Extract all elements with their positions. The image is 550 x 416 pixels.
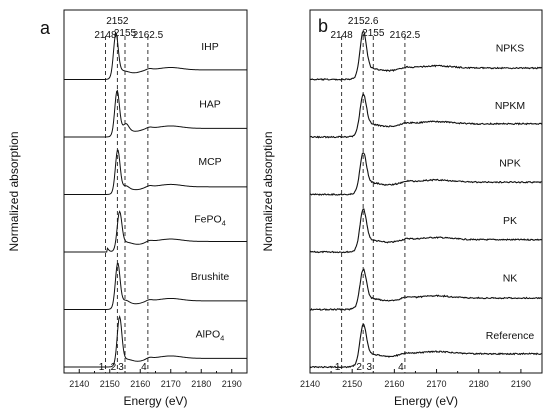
- series-label: NPKS: [496, 43, 525, 55]
- reference-number-label: 3: [366, 362, 372, 373]
- spectrum-line-fepo4: [64, 210, 247, 253]
- x-tick-label: 2180: [191, 379, 211, 389]
- reference-energy-label: 2148: [94, 30, 117, 41]
- x-tick-label: 2140: [300, 379, 320, 389]
- series-label: IHP: [201, 41, 219, 53]
- x-tick-label: 2190: [222, 379, 242, 389]
- reference-number-label: 1: [335, 362, 341, 373]
- reference-energy-label: 2162.5: [390, 30, 421, 41]
- spectrum-line-pk: [309, 208, 542, 254]
- series-label: PK: [503, 215, 517, 227]
- series-label: Brushite: [191, 271, 230, 283]
- x-tick-label: 2170: [161, 379, 181, 389]
- spectrum-line-npkm: [309, 92, 543, 139]
- series-label: NPKM: [495, 100, 525, 112]
- series-label: HAP: [199, 98, 221, 110]
- reference-number-label: 3: [118, 362, 124, 373]
- spectrum-line-npks: [309, 30, 542, 81]
- plot-frame: [63, 9, 248, 374]
- x-tick-label: 2150: [100, 379, 120, 389]
- x-tick-label: 2160: [130, 379, 150, 389]
- x-tick-label: 2170: [427, 379, 447, 389]
- x-axis-title: Energy (eV): [394, 394, 458, 408]
- spectrum-line-ihp: [64, 31, 247, 80]
- spectrum-line-reference: [309, 323, 542, 369]
- reference-energy-label: 2155: [362, 28, 385, 39]
- reference-energy-label: 2148: [331, 30, 354, 41]
- plot-frame: [309, 9, 543, 374]
- spectrum-line-brushite: [64, 262, 247, 310]
- spectrum-line-hap: [64, 89, 247, 138]
- reference-number-label: 2: [356, 362, 362, 373]
- x-axis-title: Energy (eV): [123, 394, 187, 408]
- reference-energy-label: 2152: [106, 16, 129, 27]
- series-label: NK: [503, 273, 518, 285]
- x-tick-label: 2150: [342, 379, 362, 389]
- reference-energy-label: 2152.6: [348, 16, 379, 27]
- spectrum-line-mcp: [64, 149, 247, 195]
- series-label: FePO4: [194, 213, 226, 227]
- series-label: Reference: [486, 330, 535, 342]
- y-axis-title: Normalized absorption: [261, 131, 275, 251]
- reference-number-label: 4: [398, 362, 404, 373]
- spectrum-line-npk: [309, 152, 542, 196]
- reference-number-label: 2: [111, 362, 117, 373]
- series-label: MCP: [198, 156, 221, 168]
- panel-b: 2140 2150 2160 2170 2180 2190 Energy (eV) Norma…: [261, 9, 543, 408]
- x-tick-label: 2190: [511, 379, 531, 389]
- panel-letter: a: [40, 18, 51, 38]
- x-tick-label: 2160: [384, 379, 404, 389]
- x-tick-label: 2180: [469, 379, 489, 389]
- y-axis-title: Normalized absorption: [7, 131, 21, 251]
- reference-energy-label: 2155: [114, 28, 137, 39]
- x-tick-label: 2140: [69, 379, 89, 389]
- series-label: AlPO4: [196, 328, 225, 342]
- series-label: NPK: [499, 158, 521, 170]
- reference-energy-label: 2162.5: [133, 30, 164, 41]
- reference-number-label: 4: [141, 362, 147, 373]
- panel-a: 2140 2150 2160 2170 2180 2190 Energy (eV) Norma…: [7, 9, 248, 408]
- spectrum-line-alpo4: [64, 314, 247, 368]
- spectrum-line-nk: [309, 268, 542, 311]
- panel-letter: b: [318, 16, 328, 36]
